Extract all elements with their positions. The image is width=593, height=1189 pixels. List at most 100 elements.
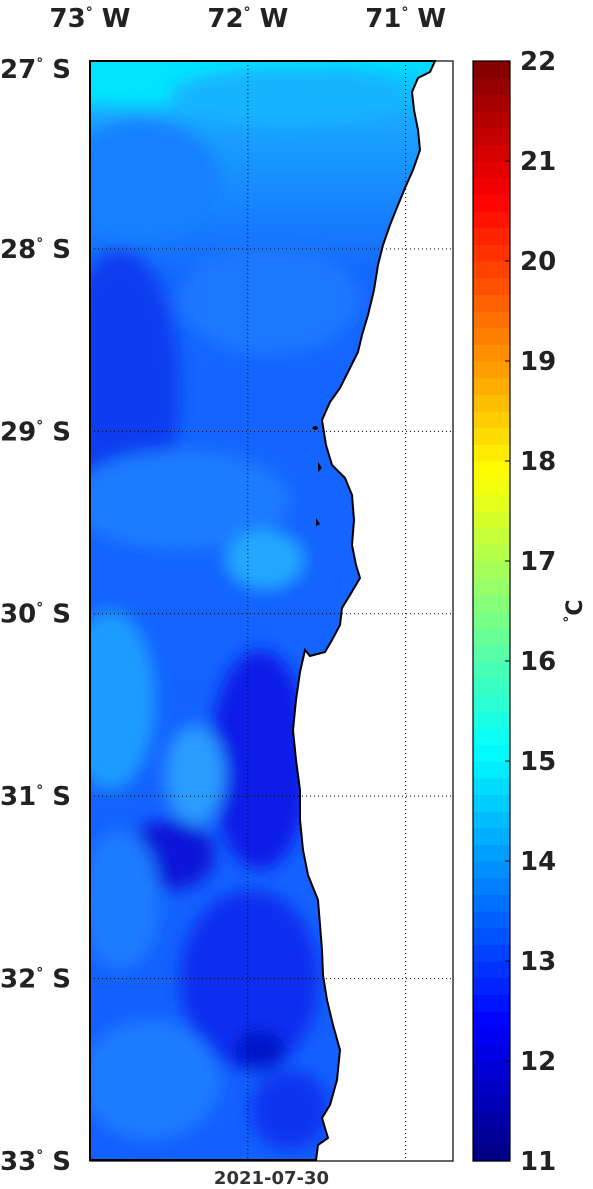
colorbar-band (473, 377, 510, 395)
colorbar-band (473, 727, 510, 745)
colorbar-band (473, 1144, 510, 1162)
colorbar-band (473, 1011, 510, 1029)
longitude-tick-label: 71° W (365, 4, 446, 34)
colorbar-band (473, 977, 510, 995)
svg-text:°C: °C (562, 599, 588, 622)
latitude-tick-label: 27° S (0, 55, 71, 85)
colorbar-tick-label: 12 (520, 1047, 556, 1077)
colorbar-band (473, 927, 510, 945)
colorbar-band (473, 494, 510, 512)
colorbar (473, 61, 510, 1162)
colorbar-band (473, 177, 510, 195)
colorbar-band (473, 294, 510, 312)
colorbar-band (473, 877, 510, 895)
colorbar-band (473, 1111, 510, 1129)
colorbar-band (473, 744, 510, 762)
colorbar-band (473, 77, 510, 95)
colorbar-band (473, 627, 510, 645)
colorbar-band (473, 1044, 510, 1062)
colorbar-band (473, 644, 510, 662)
colorbar-band (473, 961, 510, 979)
latitude-tick-label: 29° S (0, 417, 71, 447)
colorbar-band (473, 394, 510, 412)
colorbar-band (473, 1077, 510, 1095)
colorbar-band (473, 861, 510, 879)
colorbar-tick-label: 22 (520, 47, 556, 77)
colorbar-frame (472, 60, 511, 1162)
colorbar-band (473, 894, 510, 912)
colorbar-tick-label: 21 (520, 147, 556, 177)
colorbar-tick-label: 17 (520, 547, 556, 577)
island (316, 518, 320, 526)
date-label: 2021-07-30 (213, 1168, 330, 1189)
colorbar-band (473, 344, 510, 362)
colorbar-tick-label: 19 (520, 347, 556, 377)
colorbar-band (473, 94, 510, 112)
colorbar-band (473, 611, 510, 629)
colorbar-tick-label: 16 (520, 647, 556, 677)
colorbar-tick-label: 18 (520, 447, 556, 477)
colorbar-labels: 22 21 20 19 18 17 16 15 14 13 12 11 (505, 47, 556, 1177)
latitude-tick-label: 33° S (0, 1147, 71, 1177)
colorbar-band (473, 827, 510, 845)
colorbar-band (473, 1061, 510, 1079)
colorbar-band (473, 794, 510, 812)
latitude-tick-label: 31° S (0, 782, 71, 812)
colorbar-band (473, 527, 510, 545)
colorbar-band (473, 1094, 510, 1112)
colorbar-band (473, 111, 510, 129)
colorbar-tick-label: 11 (520, 1147, 556, 1177)
colorbar-band (473, 327, 510, 345)
latitude-tick-label: 28° S (0, 235, 71, 265)
colorbar-band (473, 777, 510, 795)
longitude-tick-label: 73° W (50, 4, 131, 34)
colorbar-band (473, 211, 510, 229)
colorbar-band (473, 561, 510, 579)
colorbar-band (473, 761, 510, 779)
grid-lines (90, 61, 453, 1161)
colorbar-band (473, 127, 510, 145)
colorbar-band (473, 277, 510, 295)
longitude-tick-label: 72° W (207, 4, 288, 34)
colorbar-band (473, 577, 510, 595)
colorbar-band (473, 461, 510, 479)
colorbar-band (473, 594, 510, 612)
colorbar-band (473, 711, 510, 729)
latitude-tick-label: 32° S (0, 965, 71, 995)
colorbar-band (473, 944, 510, 962)
colorbar-band (473, 994, 510, 1012)
colorbar-band (473, 144, 510, 162)
island (312, 426, 318, 430)
colorbar-band (473, 61, 510, 79)
colorbar-band (473, 361, 510, 379)
colorbar-band (473, 311, 510, 329)
colorbar-band (473, 544, 510, 562)
island (318, 462, 322, 472)
colorbar-band (473, 911, 510, 929)
colorbar-tick-label: 14 (520, 847, 556, 877)
colorbar-band (473, 194, 510, 212)
colorbar-band (473, 811, 510, 829)
colorbar-band (473, 1027, 510, 1045)
colorbar-band (473, 677, 510, 695)
colorbar-band (473, 411, 510, 429)
colorbar-band (473, 1127, 510, 1145)
colorbar-band (473, 244, 510, 262)
colorbar-band (473, 444, 510, 462)
longitude-labels: 73° W 72° W 71° W (50, 4, 447, 34)
colorbar-band (473, 511, 510, 529)
latitude-tick-label: 30° S (0, 600, 71, 630)
colorbar-band (473, 427, 510, 445)
colorbar-tick-label: 20 (520, 247, 556, 277)
colorbar-band (473, 661, 510, 679)
colorbar-band (473, 844, 510, 862)
colorbar-band (473, 227, 510, 245)
colorbar-tick-label: 13 (520, 947, 556, 977)
colorbar-tick-label: 15 (520, 747, 556, 777)
colorbar-band (473, 261, 510, 279)
latitude-labels: 27° S 28° S 29° S 30° S 31° S 32° S 33° S (0, 55, 71, 1177)
map-frame (89, 60, 454, 1162)
colorbar-band (473, 694, 510, 712)
colorbar-unit-label: °C (562, 599, 588, 622)
